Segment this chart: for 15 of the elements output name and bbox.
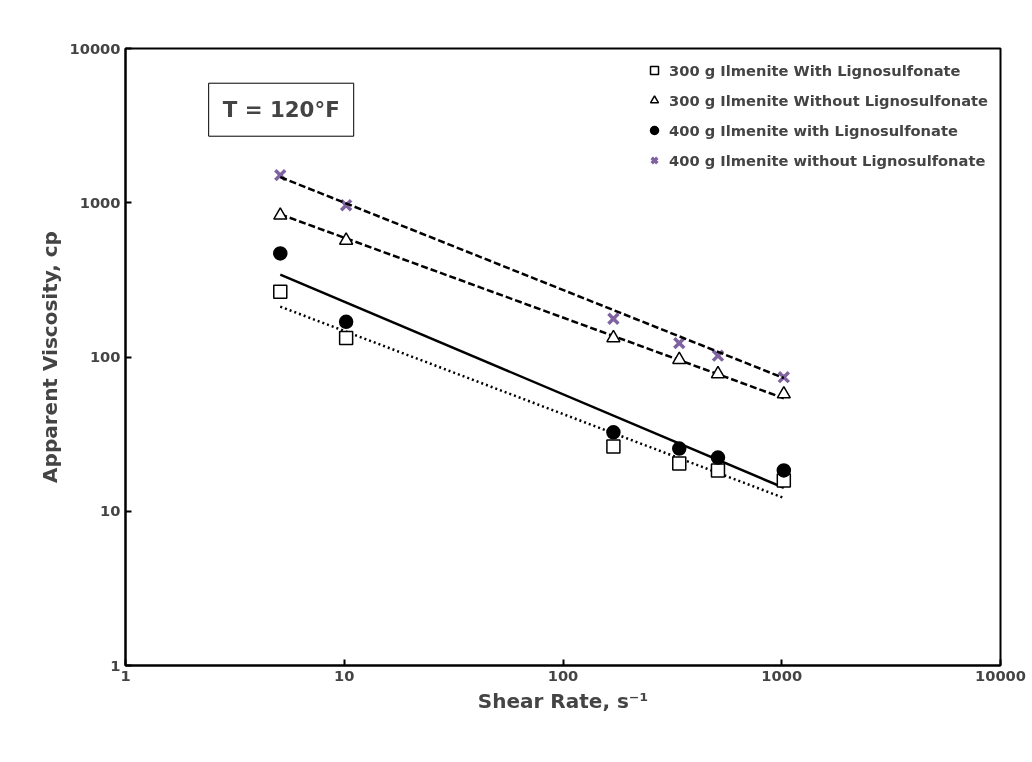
x-tick-label: 10000 bbox=[975, 666, 1027, 684]
y-tick-label: 100 bbox=[89, 348, 121, 365]
y-tick-label: 1000 bbox=[79, 193, 121, 211]
legend-label: 400 g Ilmenite without Lignosulfonate bbox=[669, 151, 986, 169]
legend-label: 300 g Ilmenite Without Lignosulfonate bbox=[669, 91, 988, 109]
y-tick-label: 10 bbox=[100, 502, 121, 520]
y-axis-title: Apparent Viscosity, cp bbox=[37, 231, 62, 483]
x-tick-label: 100 bbox=[547, 666, 579, 684]
x-axis-title: Shear Rate, s⁻¹ bbox=[477, 688, 649, 713]
legend-label: 300 g Ilmenite With Lignosulfonate bbox=[669, 61, 961, 79]
annotation: T = 120°F bbox=[222, 97, 340, 123]
legend-label: 400 g Ilmenite with Lignosulfonate bbox=[669, 121, 958, 139]
y-tick-label: 10000 bbox=[69, 39, 121, 57]
x-tick-label: 1000 bbox=[761, 666, 803, 684]
x-tick-label: 10 bbox=[334, 666, 355, 684]
